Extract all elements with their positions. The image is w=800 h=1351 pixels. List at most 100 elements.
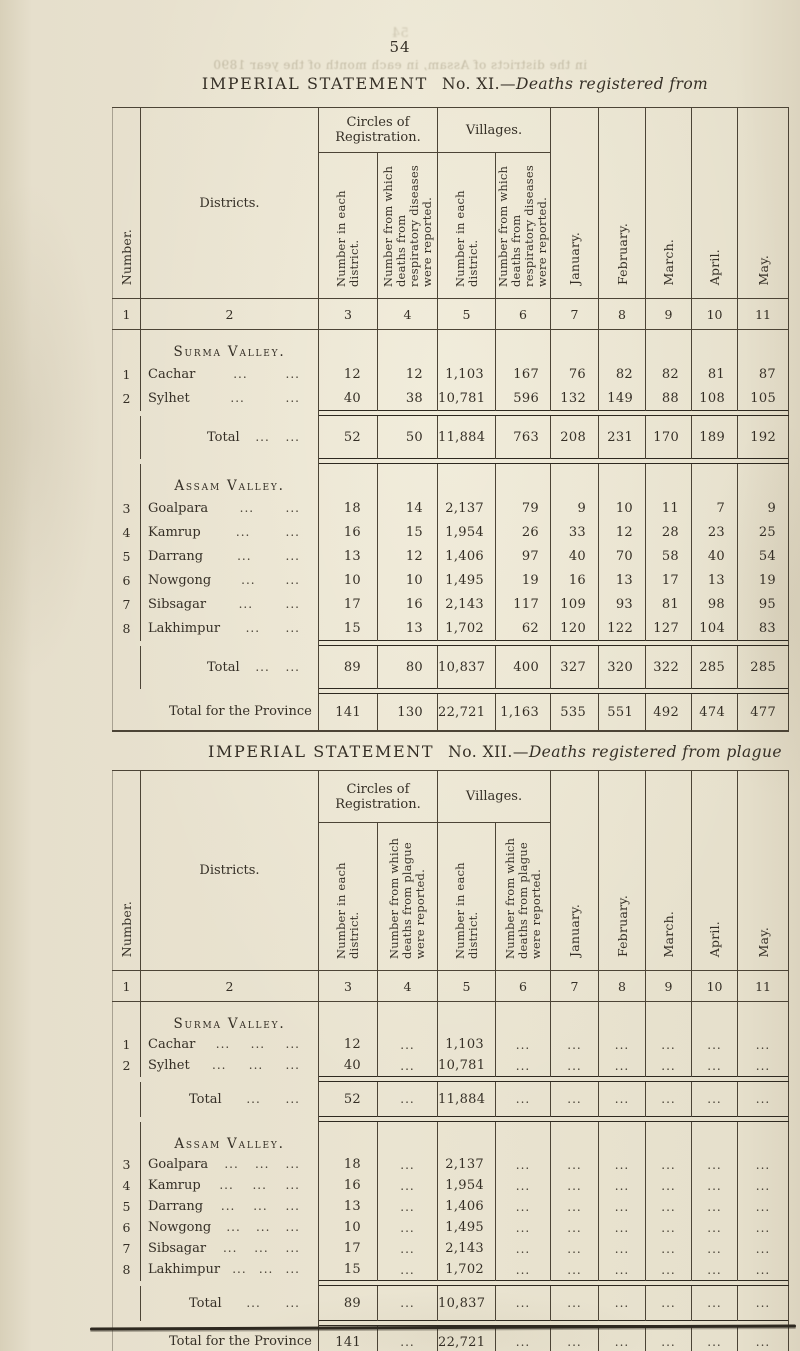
empty-value-cell: ... [377,1238,438,1259]
column-number: 9 [645,298,693,330]
district-cell: Lakhimpur......... [140,1259,319,1281]
empty-value-cell: ... [598,1238,647,1259]
value-cell: 10 [318,568,378,592]
rule-row [112,1280,790,1286]
empty-cell [598,1121,647,1154]
value-cell: 38 [377,386,438,411]
leader-dots: ... [230,390,245,405]
column-number: 11 [737,298,790,330]
total-label: Total [207,659,240,675]
section-label: Surma Valley. [140,1001,319,1034]
row-number-cell [112,1285,141,1321]
table-row: 7 Sibsagar......... 17... 2,143............… [112,1238,790,1259]
leader-dots: ... [285,1220,300,1234]
table-row: 3 Goalpara...... 18 14 2,137 79 9 10 11 7 9 [112,496,790,520]
column-number: 11 [737,970,790,1002]
group-header-row: Number. Districts. Circles of Registrati… [112,770,790,971]
leader-dots: ... [245,620,261,635]
value-cell: 535 [550,693,600,731]
district-cell: Goalpara......... [140,1154,319,1175]
column-number: 7 [550,298,600,330]
value-cell: 104 [691,616,739,641]
row-number-cell: 3 [112,1154,141,1175]
section-label: Assam Valley. [140,463,319,496]
month-column-header: January. [550,770,600,971]
leader-dots: ... [285,1058,300,1073]
page-number: 54 [389,38,411,56]
leader-dots: ... [285,620,300,635]
leader-dots: ... [285,1091,300,1106]
value-cell: 25 [737,520,790,544]
rule-row [112,410,790,416]
month-column-header: January. [550,107,600,299]
value-cell: 70 [598,544,647,568]
value-cell: 40 [550,544,600,568]
double-rule [318,410,790,416]
value-cell: 327 [550,645,600,689]
empty-value-cell: ... [550,1034,600,1055]
empty-value-cell: ... [495,1034,552,1055]
statement-title-subject: Deaths registered from plague [528,743,782,761]
empty-value-cell: ... [691,1081,739,1117]
value-cell: 108 [691,386,739,411]
column-number: 6 [495,298,552,330]
value-cell: 22,721 [437,693,496,731]
empty-cell [550,1121,600,1154]
paper-stain [0,180,100,680]
row-number-cell: 6 [112,568,141,592]
value-cell: 95 [737,592,790,616]
value-cell: 40 [318,1055,378,1077]
district-name: Darrang [148,1199,204,1214]
district-cell: Nowgong...... [140,568,319,592]
empty-value-cell: ... [691,1238,739,1259]
row-number-cell [112,1121,141,1154]
leader-dots: ... [235,524,251,539]
empty-cell [691,1121,739,1154]
column-number-row: 1 2 3 4 5 6 7 8 9 10 11 [112,298,790,330]
district-cell: Kamrup......... [140,1175,319,1196]
value-cell: 52 [318,415,378,459]
deaths-respiratory-table: Number. Districts. Circles of Registrati… [112,107,790,732]
empty-cell [737,1121,790,1154]
value-cell: 16 [318,520,378,544]
value-cell: 18 [318,1154,378,1175]
district-cell: Goalpara...... [140,496,319,520]
empty-cell [377,463,438,496]
value-cell: 132 [550,386,600,411]
rule-spacer [112,410,319,416]
row-number-cell: 5 [112,544,141,568]
empty-cell [645,463,693,496]
rule-spacer [112,1320,319,1326]
value-cell: 12 [318,1034,378,1055]
empty-value-cell: ... [495,1175,552,1196]
empty-value-cell: ... [495,1154,552,1175]
leader-dots: ... [285,548,300,563]
district-name: Lakhimpur [148,1262,221,1278]
districts-column-header: Districts. [140,770,319,971]
rule-spacer [112,458,319,464]
empty-cell [318,1121,378,1154]
column-number: 2 [140,298,319,330]
leader-dots: ... [258,1262,274,1277]
double-rule [318,458,790,464]
leader-dots: ... [224,1157,239,1171]
leader-dots: ... [285,659,300,674]
value-cell: 14 [377,496,438,520]
empty-cell [495,463,552,496]
value-cell: 16 [377,592,438,616]
empty-cell [598,1001,647,1034]
empty-value-cell: ... [645,1325,693,1351]
district-name: Lakhimpur [148,620,221,636]
empty-value-cell: ... [550,1285,600,1321]
value-cell: 81 [691,362,739,386]
value-cell: 1,954 [437,520,496,544]
circle-count-header: Number in each district. [318,152,378,299]
circles-group-header: Circles of Registration. [318,107,438,153]
empty-value-cell: ... [495,1196,552,1217]
value-cell: 2,137 [437,1154,496,1175]
leader-dots: ... [220,1199,236,1213]
leader-dots: ... [285,366,300,381]
section-row: Surma Valley. [112,329,790,362]
value-cell: 87 [737,362,790,386]
table-row: 3 Goalpara......... 18... 2,137............… [112,1154,790,1175]
